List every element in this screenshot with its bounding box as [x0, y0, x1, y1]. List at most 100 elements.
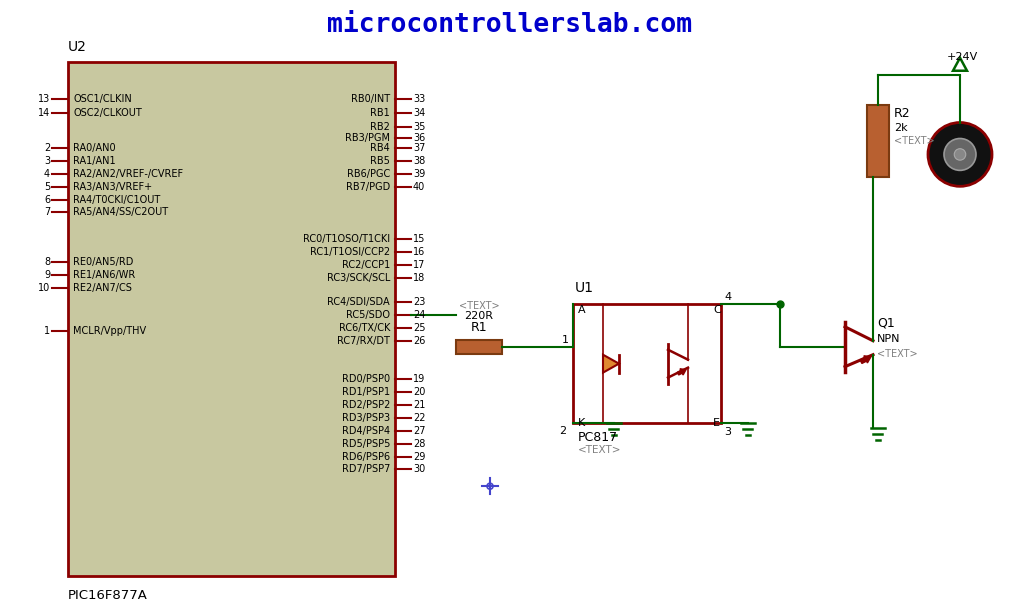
Bar [573, 304, 721, 423]
Bar [867, 105, 889, 177]
Text: 19: 19 [413, 374, 425, 385]
Text: RC5/SDO: RC5/SDO [346, 310, 390, 320]
Text: 36: 36 [413, 133, 425, 143]
Text: 28: 28 [413, 439, 425, 449]
Text: 33: 33 [413, 94, 425, 104]
Text: 34: 34 [413, 108, 425, 117]
Text: RE0/AN5/RD: RE0/AN5/RD [73, 257, 133, 267]
Text: 2: 2 [44, 143, 50, 153]
Text: 5: 5 [44, 182, 50, 192]
Text: RD0/PSP0: RD0/PSP0 [342, 374, 390, 385]
Text: 18: 18 [413, 273, 425, 283]
Text: 39: 39 [413, 169, 425, 179]
Text: PIC16F877A: PIC16F877A [68, 589, 148, 602]
Text: RC7/RX/DT: RC7/RX/DT [337, 336, 390, 346]
Text: 30: 30 [413, 465, 425, 474]
Text: RA1/AN1: RA1/AN1 [73, 156, 115, 166]
Text: RD1/PSP1: RD1/PSP1 [342, 387, 390, 397]
Text: RC1/T1OSI/CCP2: RC1/T1OSI/CCP2 [310, 247, 390, 257]
Text: RA4/T0CKI/C1OUT: RA4/T0CKI/C1OUT [73, 195, 160, 204]
Text: RD3/PSP3: RD3/PSP3 [342, 413, 390, 423]
Text: RD6/PSP6: RD6/PSP6 [342, 451, 390, 462]
Text: C: C [713, 305, 720, 315]
Text: OSC2/CLKOUT: OSC2/CLKOUT [73, 108, 142, 117]
Bar [455, 340, 502, 354]
Text: 27: 27 [413, 426, 426, 436]
Text: RB1: RB1 [370, 108, 390, 117]
Text: 7: 7 [44, 208, 50, 217]
Text: 2: 2 [559, 427, 567, 436]
Text: 37: 37 [413, 143, 425, 153]
Text: 38: 38 [413, 156, 425, 166]
FancyArrow shape [860, 356, 871, 364]
Text: 35: 35 [413, 122, 425, 131]
Text: K: K [578, 419, 585, 428]
Text: A: A [578, 305, 586, 315]
Text: RE1/AN6/WR: RE1/AN6/WR [73, 270, 136, 280]
Text: OSC1/CLKIN: OSC1/CLKIN [73, 94, 131, 104]
Text: 6: 6 [44, 195, 50, 204]
Text: R1: R1 [471, 321, 487, 335]
Text: 220R: 220R [465, 311, 493, 321]
Text: 10: 10 [38, 283, 50, 293]
Text: 4: 4 [44, 169, 50, 179]
Circle shape [928, 123, 993, 186]
Text: R2: R2 [894, 106, 911, 120]
Text: RD7/PSP7: RD7/PSP7 [341, 465, 390, 474]
Text: 17: 17 [413, 260, 425, 270]
Text: RA2/AN2/VREF-/CVREF: RA2/AN2/VREF-/CVREF [73, 169, 183, 179]
Text: RD2/PSP2: RD2/PSP2 [341, 400, 390, 410]
Text: RB6/PGC: RB6/PGC [346, 169, 390, 179]
Text: 23: 23 [413, 298, 425, 307]
Text: RA3/AN3/VREF+: RA3/AN3/VREF+ [73, 182, 152, 192]
Text: 9: 9 [44, 270, 50, 280]
Text: Q1: Q1 [877, 317, 895, 330]
Text: 8: 8 [44, 257, 50, 267]
Text: <TEXT>: <TEXT> [459, 301, 499, 311]
Text: PC817: PC817 [578, 431, 619, 445]
Bar [68, 62, 395, 576]
Text: +24V: +24V [947, 52, 977, 62]
Text: RC3/SCK/SCL: RC3/SCK/SCL [327, 273, 390, 283]
Text: RE2/AN7/CS: RE2/AN7/CS [73, 283, 131, 293]
FancyArrow shape [678, 368, 686, 375]
Text: 24: 24 [413, 310, 425, 320]
Text: 3: 3 [725, 427, 731, 437]
Text: 25: 25 [413, 323, 426, 333]
Text: E: E [713, 419, 720, 428]
Text: microcontrollerslab.com: microcontrollerslab.com [327, 12, 693, 38]
Text: 1: 1 [561, 335, 569, 345]
Text: U1: U1 [575, 281, 594, 295]
Text: RC2/CCP1: RC2/CCP1 [341, 260, 390, 270]
Text: RB7/PGD: RB7/PGD [345, 182, 390, 192]
Text: NPN: NPN [877, 334, 901, 344]
Text: 22: 22 [413, 413, 426, 423]
Text: RB3/PGM: RB3/PGM [345, 133, 390, 143]
Text: 14: 14 [38, 108, 50, 117]
Text: RC4/SDI/SDA: RC4/SDI/SDA [327, 298, 390, 307]
Text: <TEXT>: <TEXT> [877, 348, 918, 359]
Text: RA0/AN0: RA0/AN0 [73, 143, 115, 153]
Text: 16: 16 [413, 247, 425, 257]
Text: RA5/AN4/SS/C2OUT: RA5/AN4/SS/C2OUT [73, 208, 168, 217]
Text: 4: 4 [725, 292, 731, 302]
Text: RC6/TX/CK: RC6/TX/CK [338, 323, 390, 333]
Text: RD4/PSP4: RD4/PSP4 [342, 426, 390, 436]
Text: 20: 20 [413, 387, 425, 397]
Text: <TEXT>: <TEXT> [578, 445, 622, 456]
Text: U2: U2 [68, 40, 87, 54]
Polygon shape [603, 355, 619, 373]
Text: 21: 21 [413, 400, 425, 410]
Text: RC0/T1OSO/T1CKI: RC0/T1OSO/T1CKI [303, 234, 390, 244]
Text: 1: 1 [44, 325, 50, 336]
Text: 2k: 2k [894, 123, 908, 132]
Text: MCLR/Vpp/THV: MCLR/Vpp/THV [73, 325, 146, 336]
Circle shape [944, 139, 976, 171]
Text: RB0/INT: RB0/INT [351, 94, 390, 104]
Text: RB4: RB4 [370, 143, 390, 153]
Text: <TEXT>: <TEXT> [894, 137, 934, 146]
Text: RD5/PSP5: RD5/PSP5 [341, 439, 390, 449]
Text: 40: 40 [413, 182, 425, 192]
Text: 13: 13 [38, 94, 50, 104]
Text: 26: 26 [413, 336, 425, 346]
